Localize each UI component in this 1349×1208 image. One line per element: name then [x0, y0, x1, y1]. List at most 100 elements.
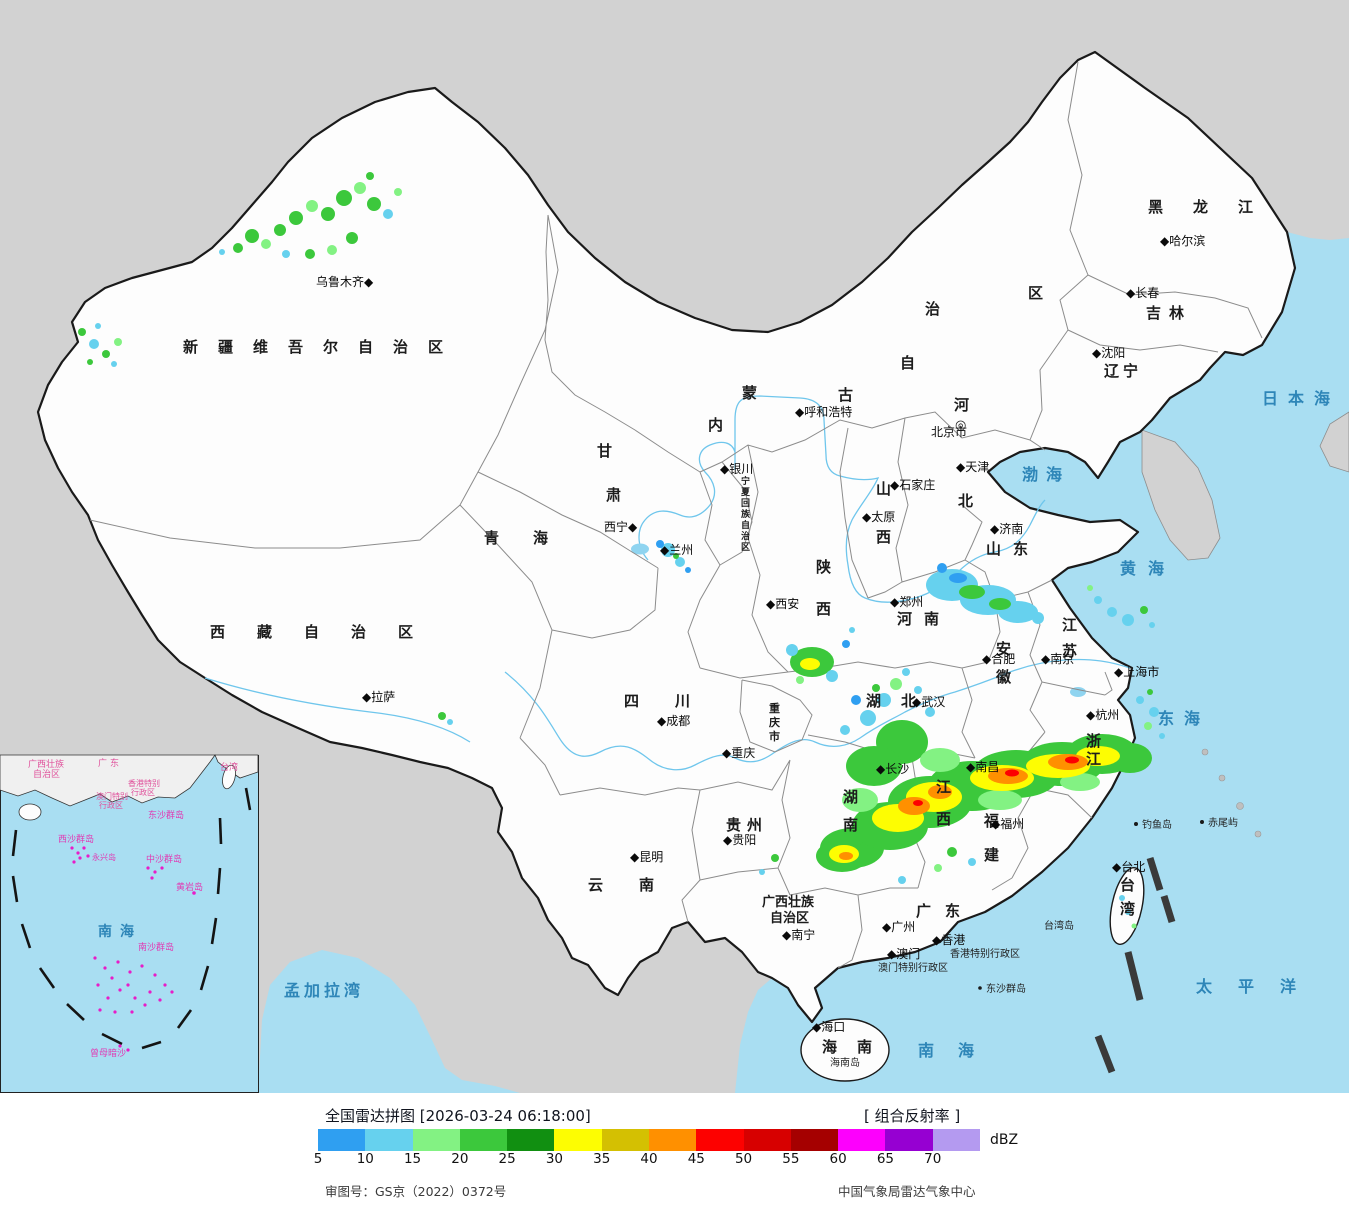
sea-label: 渤海: [1022, 465, 1070, 484]
legend-tick: 25: [498, 1151, 516, 1167]
island-label: 香港特别行政区: [950, 947, 1020, 960]
city-label: ◆福州: [991, 816, 1024, 831]
city-label: ◆沈阳: [1092, 345, 1125, 360]
legend-color-cell: [365, 1129, 413, 1151]
island-label: 澳门特别行政区: [878, 961, 948, 974]
approval-number: 审图号：GS京（2022）0372号: [325, 1184, 507, 1199]
legend-ticks: 5 10 15 20 25 30 35 40 45 50 55 60 65 70: [0, 1151, 1349, 1171]
radar-echo-xinjiang-north: [219, 172, 402, 259]
province-label: 古: [838, 386, 853, 404]
hainan-island: [800, 1018, 890, 1082]
legend-bar: [318, 1129, 980, 1151]
legend-color-cell: [838, 1129, 886, 1151]
radar-echo-lanzhou: [656, 540, 691, 573]
inset-label: 香港特别: [128, 778, 160, 788]
inset-label: 行政区: [131, 787, 155, 797]
bay-of-bengal: [258, 950, 520, 1093]
legend-tick: 45: [687, 1151, 705, 1167]
province-label: 自: [900, 354, 915, 372]
inset-label: 广西壮族: [28, 758, 64, 770]
city-label: ◆上海市: [1114, 664, 1159, 679]
radar-echo-shandong-jiangsu: [926, 563, 1155, 628]
province-label: 贵州: [726, 816, 768, 834]
legend-tick: 30: [545, 1151, 564, 1167]
city-label: ◆石家庄: [890, 477, 935, 492]
city-label: ◆海口: [812, 1019, 845, 1034]
province-label: 江苏: [1062, 616, 1077, 660]
city-label: ◆昆明: [630, 850, 663, 864]
city-label: ◆拉萨: [362, 689, 395, 704]
city-label: ◆广州: [882, 920, 915, 934]
province-label: 河: [954, 396, 969, 414]
legend-color-cell: [648, 1129, 697, 1151]
island-dots: [978, 820, 1204, 990]
legend-tick: 10: [356, 1151, 374, 1167]
legend-color-cell: [885, 1129, 933, 1151]
province-label: 海南: [822, 1038, 892, 1056]
province-label: 河南: [897, 610, 951, 628]
inset-label: 东沙群岛: [148, 809, 184, 821]
legend-tick: 55: [782, 1151, 800, 1167]
legend-tick: 40: [640, 1151, 658, 1167]
sea-label: 日本海: [1262, 389, 1340, 408]
inset-taiwan: [222, 764, 236, 790]
island-label: 台湾岛: [1044, 919, 1074, 932]
city-label: ◆重庆: [722, 746, 755, 760]
legend-color-cell: [743, 1129, 791, 1151]
city-label: ◆兰州: [660, 543, 693, 557]
city-label: ◆台北: [1112, 859, 1145, 874]
inset-island-dots: [70, 846, 196, 1052]
radar-echo-taiwan: [1119, 895, 1137, 929]
legend-color-cell: [318, 1129, 366, 1151]
province-label: 江西: [936, 778, 951, 828]
radar-echo-tibet: [438, 712, 453, 725]
city-label: ◆长春: [1126, 286, 1159, 300]
island-label: ◎: [955, 418, 966, 433]
legend-color-cell: [790, 1129, 839, 1151]
legend-color-cell: [932, 1129, 980, 1151]
province-label: 湖南: [843, 788, 858, 834]
inset-label: 曾母暗沙: [90, 1047, 126, 1059]
province-label: 四川: [624, 692, 726, 710]
city-label: ◆成都: [657, 714, 690, 728]
city-label: ◆杭州: [1086, 707, 1119, 722]
radar-echo-gansu-shaanxi: [786, 627, 855, 684]
province-label: 安徽: [995, 640, 1012, 686]
inset-label: 广东: [98, 757, 122, 769]
city-label: ◆郑州: [890, 594, 923, 609]
city-label: ◆银川: [720, 462, 753, 476]
province-label: 吉林: [1146, 304, 1192, 322]
city-label: 西宁◆: [604, 519, 638, 534]
province-label: 北: [958, 492, 973, 510]
province-label: 新疆维吾尔自治区: [183, 338, 463, 356]
city-label: 北京市: [931, 424, 967, 439]
island-label: 海南岛: [830, 1056, 860, 1069]
legend-color-cell: [507, 1129, 555, 1151]
legend-product: [ 组合反射率 ]: [864, 1107, 961, 1125]
province-label: 肃: [606, 486, 621, 504]
province-label: 台湾: [1120, 876, 1135, 918]
sea-label: 黄海: [1120, 559, 1176, 578]
radar-echo-southeast-band: [759, 720, 1152, 884]
province-label: 重庆市: [768, 701, 780, 743]
sea-label: 南海: [918, 1041, 998, 1060]
city-label: ◆南京: [1041, 651, 1074, 666]
legend-color-cell: [696, 1129, 744, 1151]
province-label: 区: [1028, 284, 1043, 302]
province-label: 山东: [986, 540, 1040, 558]
province-label: 甘: [597, 442, 612, 460]
sea-label: 太平洋: [1195, 977, 1322, 996]
province-label: 陕西: [816, 558, 831, 618]
legend-color-cell: [601, 1129, 649, 1151]
radar-echo-xinjiang-west: [78, 323, 122, 367]
inset-label: 台湾: [220, 761, 238, 773]
legend-color-cell: [459, 1129, 508, 1151]
korea-peninsula: [1141, 429, 1221, 561]
province-label: 自治区: [770, 910, 809, 926]
